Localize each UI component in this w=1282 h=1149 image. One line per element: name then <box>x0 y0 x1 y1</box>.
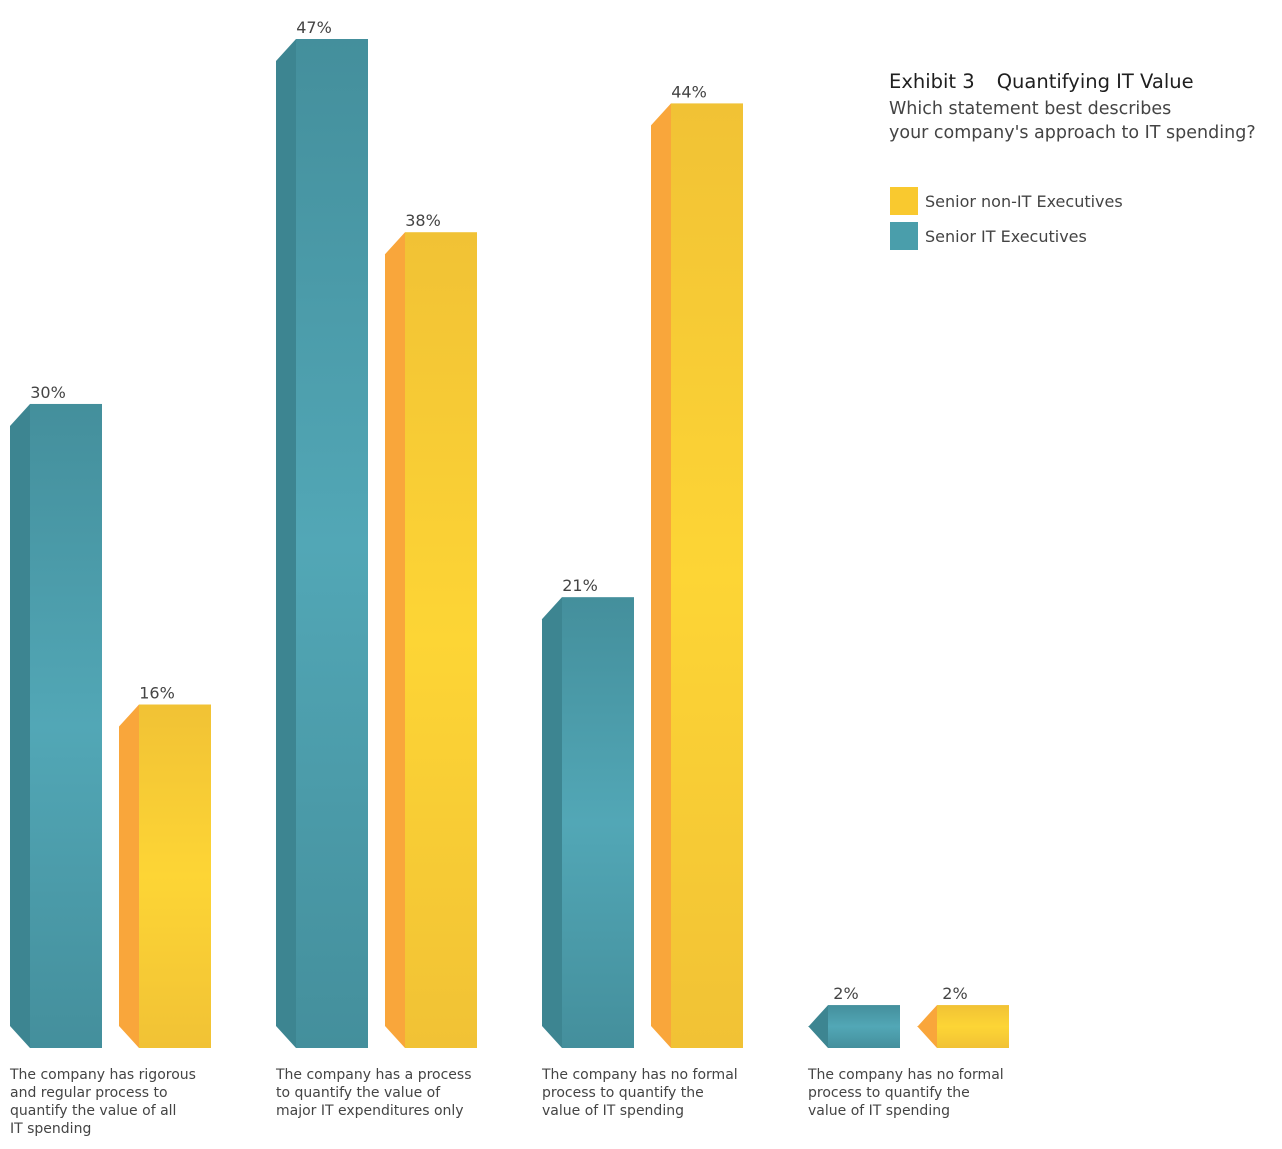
bar-it-4 <box>808 1005 900 1048</box>
bar-non-it-3 <box>651 103 743 1048</box>
category-label-line: major IT expenditures only <box>276 1102 472 1120</box>
category-label-line: to quantify the value of <box>276 1084 472 1102</box>
bar-face <box>296 39 368 1048</box>
bar-face <box>937 1005 1009 1048</box>
bar-it-3 <box>542 597 634 1048</box>
category-label-line: and regular process to <box>10 1084 196 1102</box>
chart-title-block: Exhibit 3 Quantifying IT Value Which stat… <box>889 70 1282 145</box>
category-label-3: The company has no formal process to quan… <box>542 1066 738 1120</box>
legend-label: Senior IT Executives <box>925 227 1087 246</box>
category-label-line: process to quantify the <box>542 1084 738 1102</box>
data-label: 16% <box>139 684 175 703</box>
bar-side <box>119 705 139 1048</box>
bar-non-it-4 <box>917 1005 1009 1048</box>
category-label-2: The company has a process to quantify the… <box>276 1066 472 1120</box>
legend-swatch-teal <box>890 222 918 250</box>
bar-face <box>30 404 102 1048</box>
category-label-1: The company has rigorous and regular proc… <box>10 1066 196 1138</box>
chart-subtitle: Which statement best describes your comp… <box>889 97 1282 145</box>
legend: Senior non-IT Executives Senior IT Execu… <box>890 186 1123 256</box>
bar-face <box>405 232 477 1048</box>
category-label-line: value of IT spending <box>808 1102 1004 1120</box>
category-label-line: quantify the value of all <box>10 1102 196 1120</box>
exhibit-title: Quantifying IT Value <box>997 70 1194 93</box>
bar-face <box>671 103 743 1048</box>
legend-item-non-it: Senior non-IT Executives <box>890 186 1123 216</box>
category-label-4: The company has no formal process to quan… <box>808 1066 1004 1120</box>
data-label: 2% <box>833 984 858 1003</box>
bar-non-it-2 <box>385 232 477 1048</box>
bar-face <box>562 597 634 1048</box>
bar-it-2 <box>276 39 368 1048</box>
data-label: 44% <box>671 82 707 101</box>
data-label: 47% <box>296 18 332 37</box>
bar-side <box>385 232 405 1048</box>
bar-side <box>651 103 671 1048</box>
category-label-line: process to quantify the <box>808 1084 1004 1102</box>
data-label: 21% <box>562 576 598 595</box>
bar-side <box>808 1005 828 1048</box>
category-label-line: The company has no formal <box>808 1066 1004 1084</box>
category-label-line: value of IT spending <box>542 1102 738 1120</box>
chart-title: Exhibit 3 Quantifying IT Value <box>889 70 1282 93</box>
data-label: 38% <box>405 211 441 230</box>
data-label: 2% <box>942 984 967 1003</box>
category-label-line: The company has no formal <box>542 1066 738 1084</box>
bar-face <box>828 1005 900 1048</box>
legend-swatch-yellow <box>890 187 918 215</box>
category-label-line: IT spending <box>10 1120 196 1138</box>
subtitle-line: Which statement best describes <box>889 97 1282 121</box>
subtitle-line: your company's approach to IT spending? <box>889 121 1282 145</box>
bar-it-1 <box>10 404 102 1048</box>
bar-side <box>276 39 296 1048</box>
bar-side <box>10 404 30 1048</box>
bar-side <box>917 1005 937 1048</box>
bar-non-it-1 <box>119 705 211 1048</box>
category-label-line: The company has rigorous <box>10 1066 196 1084</box>
exhibit-number: Exhibit 3 <box>889 70 975 93</box>
legend-label: Senior non-IT Executives <box>925 192 1123 211</box>
bar-side <box>542 597 562 1048</box>
data-label: 30% <box>30 383 66 402</box>
legend-item-it: Senior IT Executives <box>890 221 1123 251</box>
bar-face <box>139 705 211 1048</box>
category-label-line: The company has a process <box>276 1066 472 1084</box>
